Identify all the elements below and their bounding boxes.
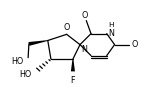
Text: N: N	[108, 29, 114, 38]
Polygon shape	[71, 59, 75, 71]
Text: H: H	[108, 22, 113, 28]
Text: O: O	[131, 40, 137, 49]
Text: F: F	[71, 76, 75, 85]
Text: HO: HO	[11, 57, 23, 66]
Text: O: O	[64, 23, 70, 32]
Text: N: N	[81, 45, 87, 54]
Text: O: O	[82, 11, 88, 20]
Text: HO: HO	[20, 70, 32, 79]
Polygon shape	[28, 40, 48, 46]
